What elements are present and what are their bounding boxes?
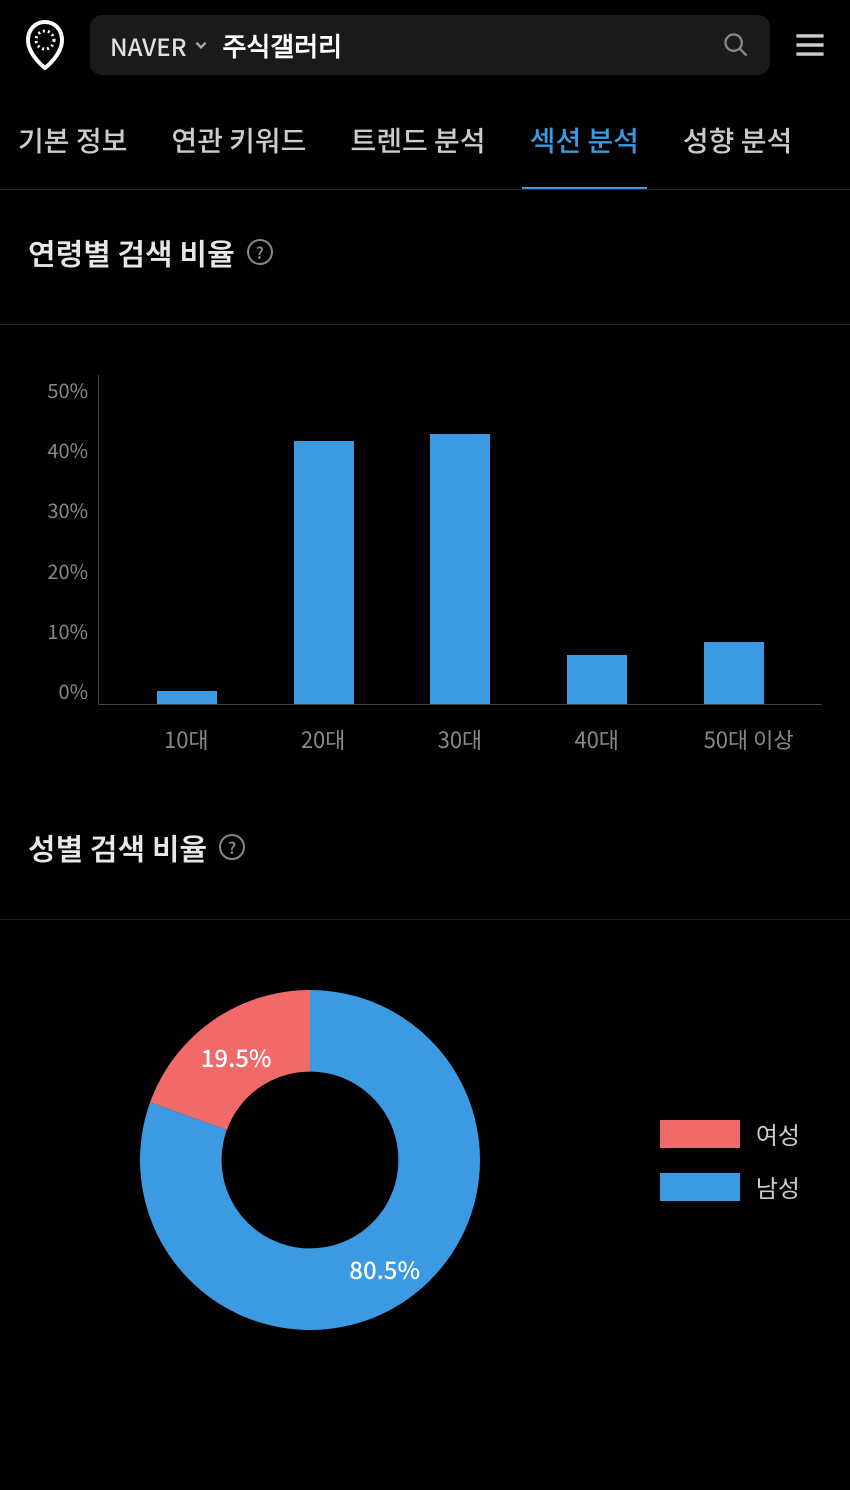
hamburger-icon — [793, 28, 827, 62]
age-section-header: 연령별 검색 비율 ? — [0, 190, 850, 294]
donut-slice-label: 19.5% — [201, 1039, 272, 1074]
donut-slice-label: 80.5% — [349, 1251, 420, 1286]
search-bar: NAVER — [90, 15, 770, 75]
y-tick: 40% — [28, 435, 88, 464]
legend-swatch — [660, 1173, 740, 1201]
gender-title-text: 성별 검색 비율 — [28, 825, 207, 869]
legend: 여성남성 — [660, 1116, 800, 1204]
x-label: 40대 — [567, 723, 627, 755]
provider-select[interactable]: NAVER — [110, 28, 208, 63]
bar — [704, 642, 764, 705]
bar — [157, 691, 217, 704]
age-bar-chart: 50% 40% 30% 20% 10% 0% 10대 20대 30대 40대 50대 이상 — [0, 325, 850, 785]
bars-container — [99, 375, 822, 704]
app-header: NAVER — [0, 0, 850, 90]
search-input[interactable] — [222, 30, 708, 61]
y-axis: 50% 40% 30% 20% 10% 0% — [28, 375, 88, 705]
legend-label: 여성 — [756, 1116, 800, 1151]
donut: 19.5% 80.5% — [130, 980, 490, 1340]
y-tick: 20% — [28, 556, 88, 585]
legend-label: 남성 — [756, 1169, 800, 1204]
tabs: 기본 정보 연관 키워드 트렌드 분석 섹션 분석 성향 분석 — [0, 90, 850, 190]
y-tick: 30% — [28, 495, 88, 524]
provider-label: NAVER — [110, 28, 186, 63]
tab-2[interactable]: 트렌드 분석 — [342, 90, 493, 190]
tab-0[interactable]: 기본 정보 — [10, 90, 135, 190]
chevron-down-icon — [194, 38, 208, 52]
y-tick: 50% — [28, 375, 88, 404]
app-logo[interactable] — [20, 20, 70, 70]
help-icon[interactable]: ? — [219, 834, 245, 860]
x-label: 10대 — [156, 723, 216, 755]
tab-1[interactable]: 연관 키워드 — [163, 90, 314, 190]
legend-item: 남성 — [660, 1169, 800, 1204]
tab-3[interactable]: 섹션 분석 — [522, 90, 647, 190]
y-tick: 0% — [28, 676, 88, 705]
bar — [430, 434, 490, 704]
age-title-text: 연령별 검색 비율 — [28, 230, 235, 274]
plot-area — [98, 375, 822, 705]
x-axis-labels: 10대 20대 30대 40대 50대 이상 — [98, 723, 822, 755]
x-label: 20대 — [293, 723, 353, 755]
menu-button[interactable] — [790, 25, 830, 65]
help-icon[interactable]: ? — [247, 239, 273, 265]
gender-donut-chart: 19.5% 80.5% 여성남성 — [0, 920, 850, 1400]
gender-section-header: 성별 검색 비율 ? — [0, 785, 850, 889]
legend-swatch — [660, 1120, 740, 1148]
y-tick: 10% — [28, 616, 88, 645]
x-label: 30대 — [430, 723, 490, 755]
x-label: 50대 이상 — [704, 723, 764, 755]
legend-item: 여성 — [660, 1116, 800, 1151]
gender-section-title: 성별 검색 비율 ? — [28, 825, 822, 869]
bar — [567, 655, 627, 704]
search-icon[interactable] — [722, 31, 750, 59]
tab-4[interactable]: 성향 분석 — [675, 90, 800, 190]
age-section-title: 연령별 검색 비율 ? — [28, 230, 822, 274]
bar — [294, 441, 354, 704]
logo-icon — [20, 20, 70, 70]
